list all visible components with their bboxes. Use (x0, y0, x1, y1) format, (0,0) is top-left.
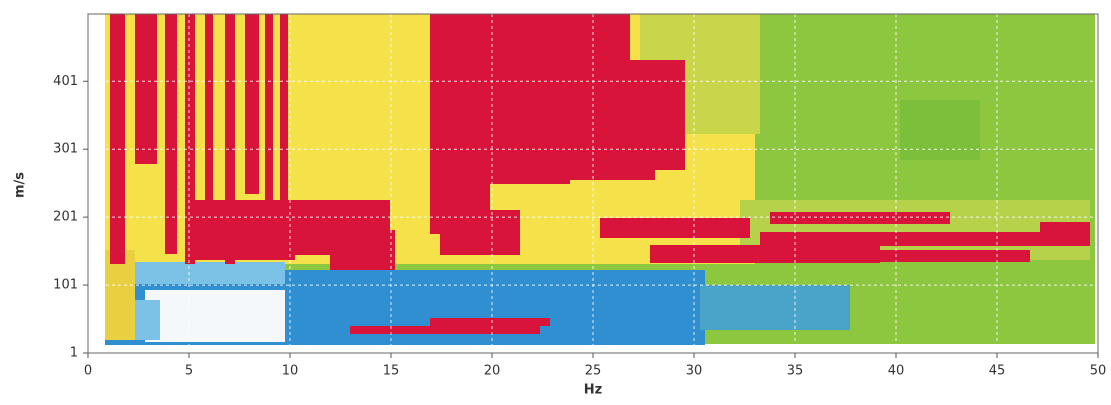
x-tick-label: 35 (787, 364, 804, 379)
y-axis-label: m/s (13, 172, 28, 198)
heat-region (265, 14, 273, 254)
dispersion-image (105, 14, 1095, 345)
heat-region (350, 326, 540, 334)
heat-region (650, 245, 880, 263)
heat-region (110, 14, 125, 264)
x-tick-label: 0 (84, 364, 92, 379)
heat-region (700, 285, 850, 330)
x-tick-label: 10 (282, 364, 299, 379)
heat-region (205, 14, 213, 244)
x-tick-label: 30 (686, 364, 703, 379)
x-tick-label: 5 (185, 364, 193, 379)
heat-region (105, 250, 135, 340)
heat-region (430, 14, 490, 234)
heat-region (280, 14, 288, 244)
x-axis-label: Hz (584, 383, 602, 398)
x-tick-label: 40 (888, 364, 905, 379)
heat-region (185, 14, 195, 264)
y-tick-label: 401 (53, 74, 78, 89)
heat-region (1040, 222, 1090, 238)
x-tick-label: 20 (484, 364, 501, 379)
heat-region (135, 14, 157, 164)
y-tick-label: 301 (53, 142, 78, 157)
y-tick-label: 1 (70, 346, 78, 361)
heat-region (880, 250, 1030, 262)
heat-region (760, 232, 960, 246)
x-tick-label: 15 (383, 364, 400, 379)
heat-region (525, 120, 655, 180)
x-tick-label: 45 (989, 364, 1006, 379)
x-tick-label: 25 (585, 364, 602, 379)
x-tick-label: 50 (1090, 364, 1107, 379)
heat-region (105, 262, 285, 284)
heat-region (165, 14, 177, 254)
y-tick-label: 101 (53, 278, 78, 293)
heat-region (330, 230, 395, 270)
heat-region (770, 212, 950, 224)
heat-region (245, 14, 259, 194)
heat-region (145, 290, 285, 342)
y-tick-label: 201 (53, 210, 78, 225)
heat-region (225, 14, 235, 264)
heat-region (185, 200, 295, 260)
heat-region (600, 218, 750, 238)
heat-region (900, 100, 980, 160)
heat-region (430, 318, 550, 326)
